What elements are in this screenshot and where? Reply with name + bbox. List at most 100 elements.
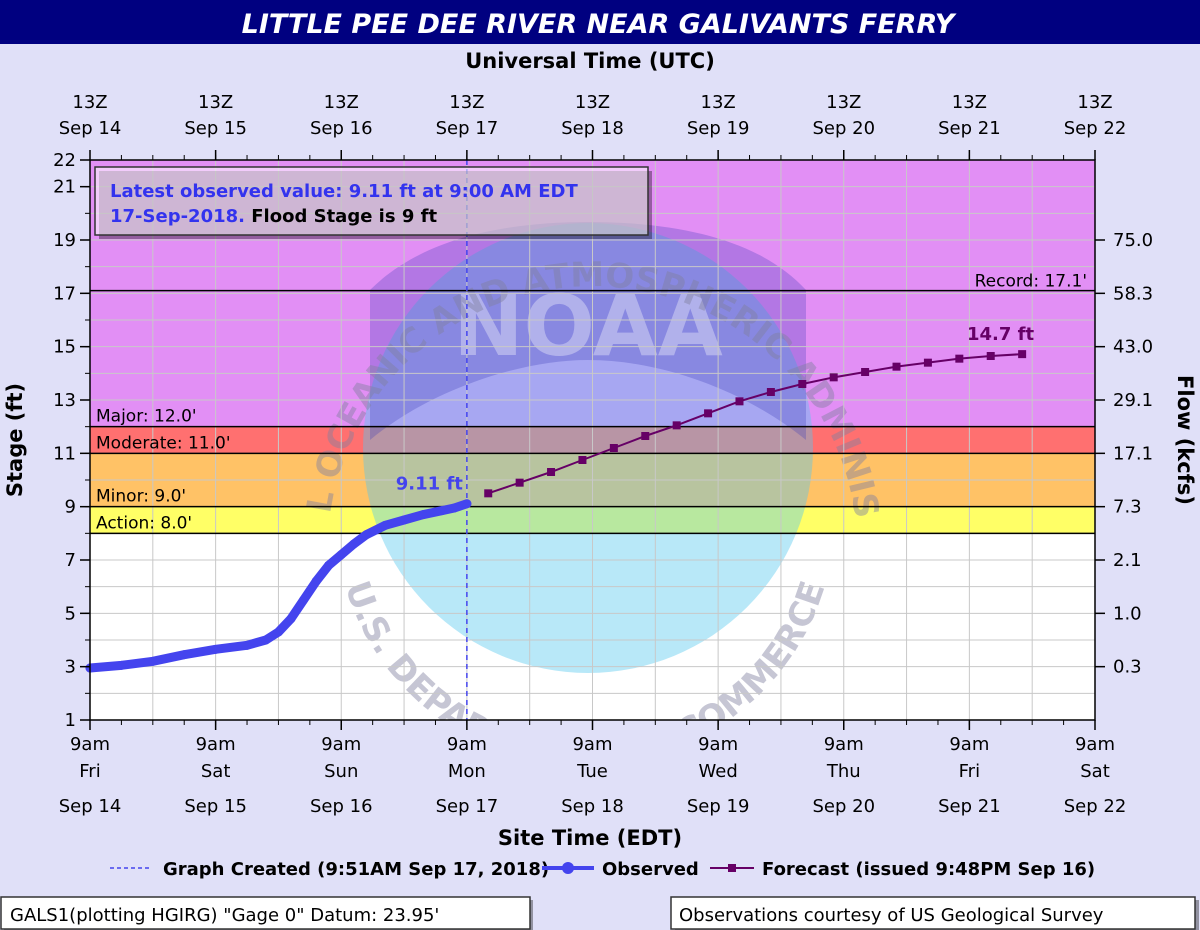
bottom-tick-date: Sep 22 xyxy=(1064,796,1127,817)
bottom-tick-time: 9am xyxy=(70,734,110,755)
y-tick-label: 19 xyxy=(53,230,76,251)
flood-stage-note: Flood Stage is 9 ft xyxy=(245,206,437,227)
forecast-point xyxy=(641,432,650,440)
top-tick-date: Sep 20 xyxy=(812,118,875,139)
bottom-tick-date: Sep 20 xyxy=(812,796,875,817)
forecast-point xyxy=(798,380,807,388)
flow-tick-label: 7.3 xyxy=(1113,497,1142,518)
bottom-tick-time: 9am xyxy=(949,734,989,755)
bottom-tick-day: Sun xyxy=(324,761,358,782)
bottom-tick-day: Fri xyxy=(79,761,100,782)
bottom-tick-day: Wed xyxy=(699,761,738,782)
top-tick-date: Sep 15 xyxy=(184,118,247,139)
bottom-tick-time: 9am xyxy=(572,734,612,755)
latest-observation-date: 17-Sep-2018. xyxy=(110,206,245,227)
forecast-peak-label: 14.7 ft xyxy=(967,324,1035,345)
flood-category-lines: Action: 8.0' Minor: 9.0' Moderate: 11.0' Ma… xyxy=(90,407,1095,535)
top-tick-label: 13Z xyxy=(701,92,736,113)
latest-observation-box: Latest observed value: 9.11 ft at 9:00 A… xyxy=(94,166,652,239)
observed-point xyxy=(299,595,309,605)
y-axis-title: Stage (ft) xyxy=(3,383,27,497)
flow-tick-label: 58.3 xyxy=(1113,283,1153,304)
datum-note: GALS1(plotting HGIRG) "Gage 0" Datum: 23… xyxy=(10,905,439,926)
flood-label-major: Major: 12.0' xyxy=(96,407,197,427)
title-banner xyxy=(0,0,1200,44)
footer-left-box: GALS1(plotting HGIRG) "Gage 0" Datum: 23… xyxy=(0,896,533,930)
observed-point xyxy=(261,635,271,645)
observed-point xyxy=(273,627,283,637)
y-tick-label: 11 xyxy=(53,443,76,464)
latest-observation-line1: Latest observed value: 9.11 ft at 9:00 A… xyxy=(110,181,578,202)
legend-observed-marker xyxy=(562,862,574,874)
bottom-tick-time: 9am xyxy=(1075,734,1115,755)
bottom-tick-date: Sep 19 xyxy=(687,796,750,817)
top-tick-date: Sep 21 xyxy=(938,118,1001,139)
top-tick-label: 13Z xyxy=(1077,92,1112,113)
bottom-tick-day: Sat xyxy=(1080,761,1110,782)
forecast-point xyxy=(704,409,713,418)
forecast-point xyxy=(1018,350,1027,359)
top-tick-date: Sep 18 xyxy=(561,118,624,139)
y-tick-label: 17 xyxy=(53,283,76,304)
observed-series: 9.11 ft xyxy=(85,474,472,673)
forecast-point xyxy=(766,388,775,396)
observed-point xyxy=(336,550,346,560)
top-tick-label: 13Z xyxy=(952,92,987,113)
bottom-tick-date: Sep 14 xyxy=(59,796,122,817)
flood-label-moderate: Moderate: 11.0' xyxy=(96,433,231,453)
observed-point xyxy=(449,503,459,513)
observed-point xyxy=(349,539,359,549)
y-tick-label: 1 xyxy=(65,710,76,731)
top-tick-label: 13Z xyxy=(575,92,610,113)
legend-forecast-label: Forecast (issued 9:48PM Sep 16) xyxy=(762,859,1095,880)
observed-point xyxy=(311,576,321,586)
observed-point xyxy=(211,644,221,654)
bottom-tick-day: Fri xyxy=(959,761,980,782)
observed-point xyxy=(399,515,409,525)
bottom-tick-date: Sep 21 xyxy=(938,796,1001,817)
forecast-point xyxy=(955,354,964,363)
flow-tick-label: 17.1 xyxy=(1113,443,1153,464)
flow-tick-label: 0.3 xyxy=(1113,657,1142,678)
flow-tick-label: 1.0 xyxy=(1113,603,1142,624)
bottom-tick-day: Sat xyxy=(201,761,231,782)
footer-right-box: Observations courtesy of US Geological S… xyxy=(670,896,1199,930)
bottom-tick-date: Sep 16 xyxy=(310,796,373,817)
flood-label-action: Action: 8.0' xyxy=(96,513,192,533)
forecast-point xyxy=(609,444,618,452)
forecast-point xyxy=(484,489,493,498)
record-stage: Record: 17.1' xyxy=(90,272,1095,292)
observed-point xyxy=(116,660,126,670)
bottom-tick-time: 9am xyxy=(447,734,487,755)
flood-label-minor: Minor: 9.0' xyxy=(96,487,186,507)
top-tick-label: 13Z xyxy=(72,92,107,113)
y-tick-label: 13 xyxy=(53,390,76,411)
legend-created-label: Graph Created (9:51AM Sep 17, 2018) xyxy=(163,859,549,880)
top-tick-label: 13Z xyxy=(324,92,359,113)
bottom-tick-date: Sep 15 xyxy=(184,796,247,817)
observed-point xyxy=(286,614,296,624)
top-tick-date: Sep 17 xyxy=(436,118,499,139)
flow-tick-label: 75.0 xyxy=(1113,230,1153,251)
observed-point xyxy=(418,510,428,520)
top-tick-label: 13Z xyxy=(826,92,861,113)
forecast-point xyxy=(986,352,995,360)
y-tick-label: 5 xyxy=(65,603,76,624)
y-tick-label: 9 xyxy=(65,497,76,518)
y-tick-label: 7 xyxy=(65,550,76,571)
legend: Graph Created (9:51AM Sep 17, 2018) Obse… xyxy=(110,859,1095,880)
observed-peak-label: 9.11 ft xyxy=(396,474,464,495)
usgs-credit: Observations courtesy of US Geological S… xyxy=(679,905,1104,926)
bottom-tick-day: Mon xyxy=(448,761,486,782)
flow-tick-label: 29.1 xyxy=(1113,390,1153,411)
forecast-line xyxy=(487,353,1023,495)
flow-axis-title: Flow (kcfs) xyxy=(1173,375,1197,505)
forecast-point xyxy=(672,421,681,430)
forecast-point xyxy=(861,368,870,376)
observed-point xyxy=(361,530,371,540)
record-label: Record: 17.1' xyxy=(975,272,1087,292)
bottom-tick-date: Sep 17 xyxy=(436,796,499,817)
observed-point xyxy=(324,560,334,570)
bottom-tick-time: 9am xyxy=(698,734,738,755)
